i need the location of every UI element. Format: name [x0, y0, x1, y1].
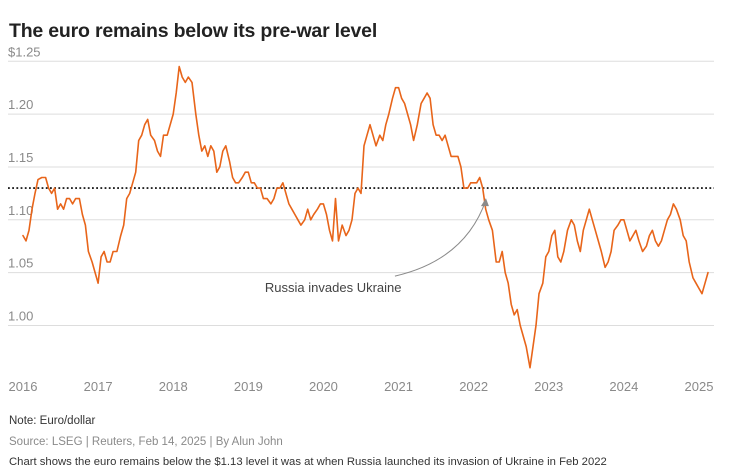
x-tick-label: 2019	[234, 379, 263, 394]
y-tick-label: $1.25	[8, 44, 41, 59]
x-tick-label: 2025	[685, 379, 714, 394]
y-tick-label: 1.20	[8, 97, 33, 112]
y-tick-label: 1.00	[8, 308, 33, 323]
x-tick-label: 2023	[534, 379, 563, 394]
y-axis-ticks: $1.25 1.20 1.15 1.10 1.05 1.00	[8, 44, 41, 323]
annotation-arrow-head	[480, 198, 489, 207]
x-tick-label: 2018	[159, 379, 188, 394]
gridlines	[8, 60, 714, 326]
chart-note: Note: Euro/dollar	[9, 415, 96, 427]
chart-source: Source: LSEG | Reuters, Feb 14, 2025 | B…	[9, 436, 283, 448]
x-tick-label: 2017	[84, 379, 113, 394]
x-tick-label: 2016	[9, 379, 38, 394]
y-tick-label: 1.15	[8, 150, 33, 165]
euro-dollar-chart: $1.251.201.151.101.051.00 2016 2017 2018 20…	[8, 44, 714, 394]
y-tick-label: 1.10	[8, 203, 33, 218]
x-tick-label: 2024	[609, 379, 638, 394]
annotation-label: Russia invades Ukraine	[265, 280, 402, 295]
annotation-arrow	[394, 199, 487, 277]
x-tick-label: 2021	[384, 379, 413, 394]
y-tick-label: 1.05	[8, 256, 33, 271]
x-tick-label: 2020	[309, 379, 338, 394]
chart-title: The euro remains below its pre-war level	[9, 20, 378, 42]
series-line-euro-dollar	[22, 65, 709, 369]
x-tick-label: 2022	[459, 379, 488, 394]
x-axis-ticks: 2016 2017 2018 2019 2020 2021 2022 2023 2024 2025	[9, 379, 714, 394]
chart-description: Chart shows the euro remains below the $…	[9, 456, 607, 468]
